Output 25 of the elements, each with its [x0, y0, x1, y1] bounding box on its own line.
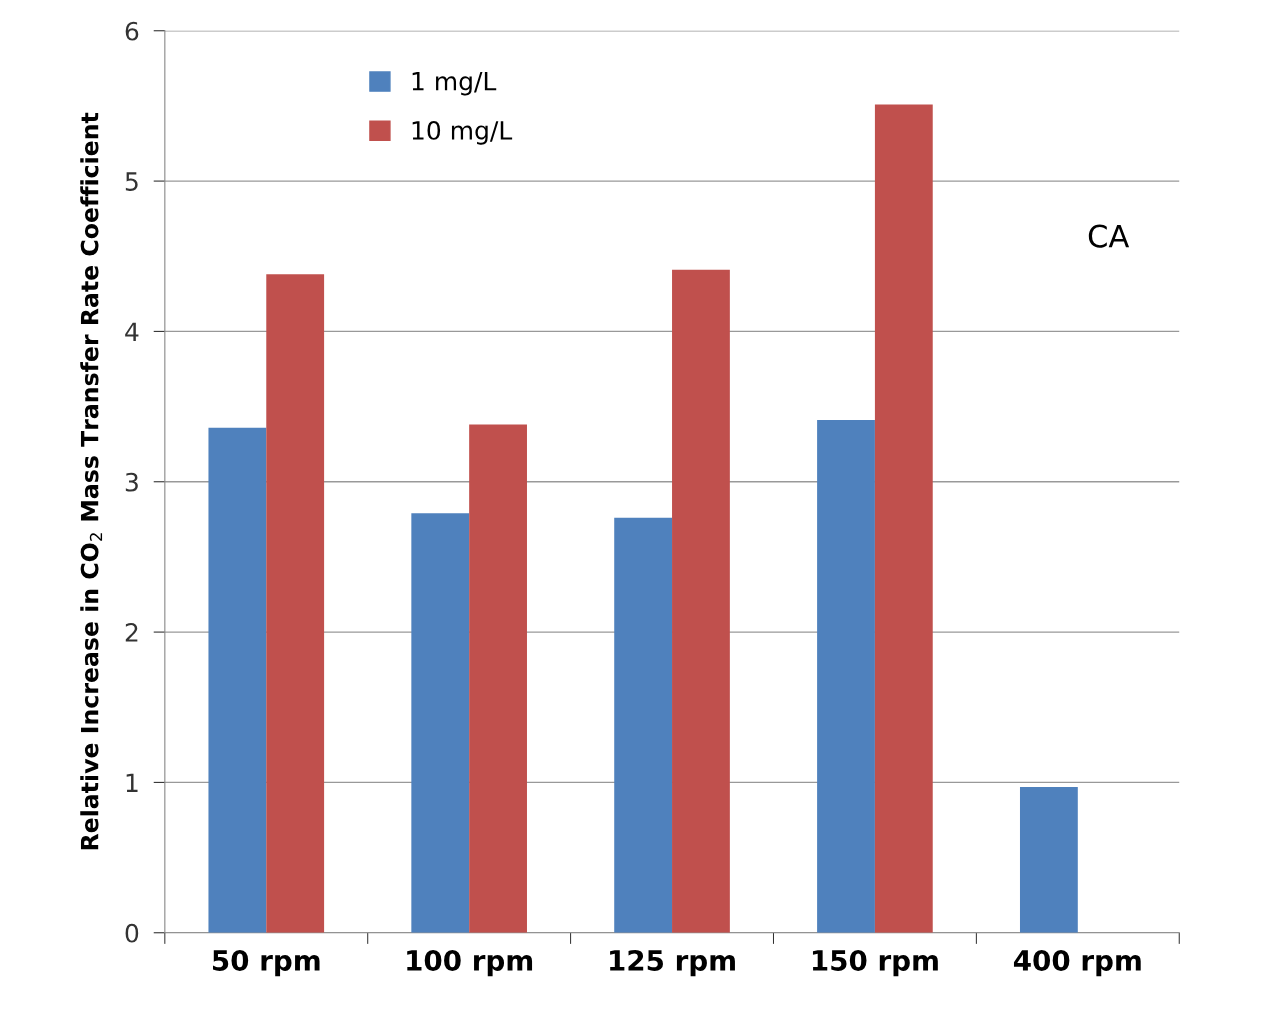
- bar: [411, 513, 470, 933]
- bar: [817, 420, 875, 933]
- bar: [208, 427, 267, 933]
- y-tick-label: 3: [125, 472, 138, 492]
- annotation: CA: [1088, 224, 1130, 248]
- x-tick-label: 50 rpm: [213, 949, 320, 977]
- x-tick-label: 125 rpm: [610, 949, 735, 977]
- x-tick-label: 150 rpm: [812, 949, 938, 977]
- bar: [614, 517, 673, 933]
- y-tick-label: 2: [125, 623, 138, 642]
- y-tick-label: 1: [126, 773, 138, 792]
- x-tick-label: 400 rpm: [1013, 949, 1141, 977]
- bar: [1019, 786, 1078, 933]
- y-tick-label: 5: [125, 172, 138, 191]
- legend-label: 10 mg/L: [412, 120, 513, 145]
- y-tick-label: 4: [125, 322, 139, 341]
- bar: [874, 104, 933, 933]
- y-axis-title: Relative Increase in CO$_{2}$ Mass Transfer Rate Coefficient: [80, 112, 103, 850]
- legend-label: 1 mg/L: [412, 72, 497, 96]
- x-tick-label: 100 rpm: [407, 949, 533, 977]
- bar: [672, 269, 730, 933]
- bar: [469, 424, 527, 933]
- y-tick-label: 6: [125, 21, 139, 41]
- y-tick-label: 0: [125, 923, 139, 943]
- bar: [266, 274, 325, 933]
